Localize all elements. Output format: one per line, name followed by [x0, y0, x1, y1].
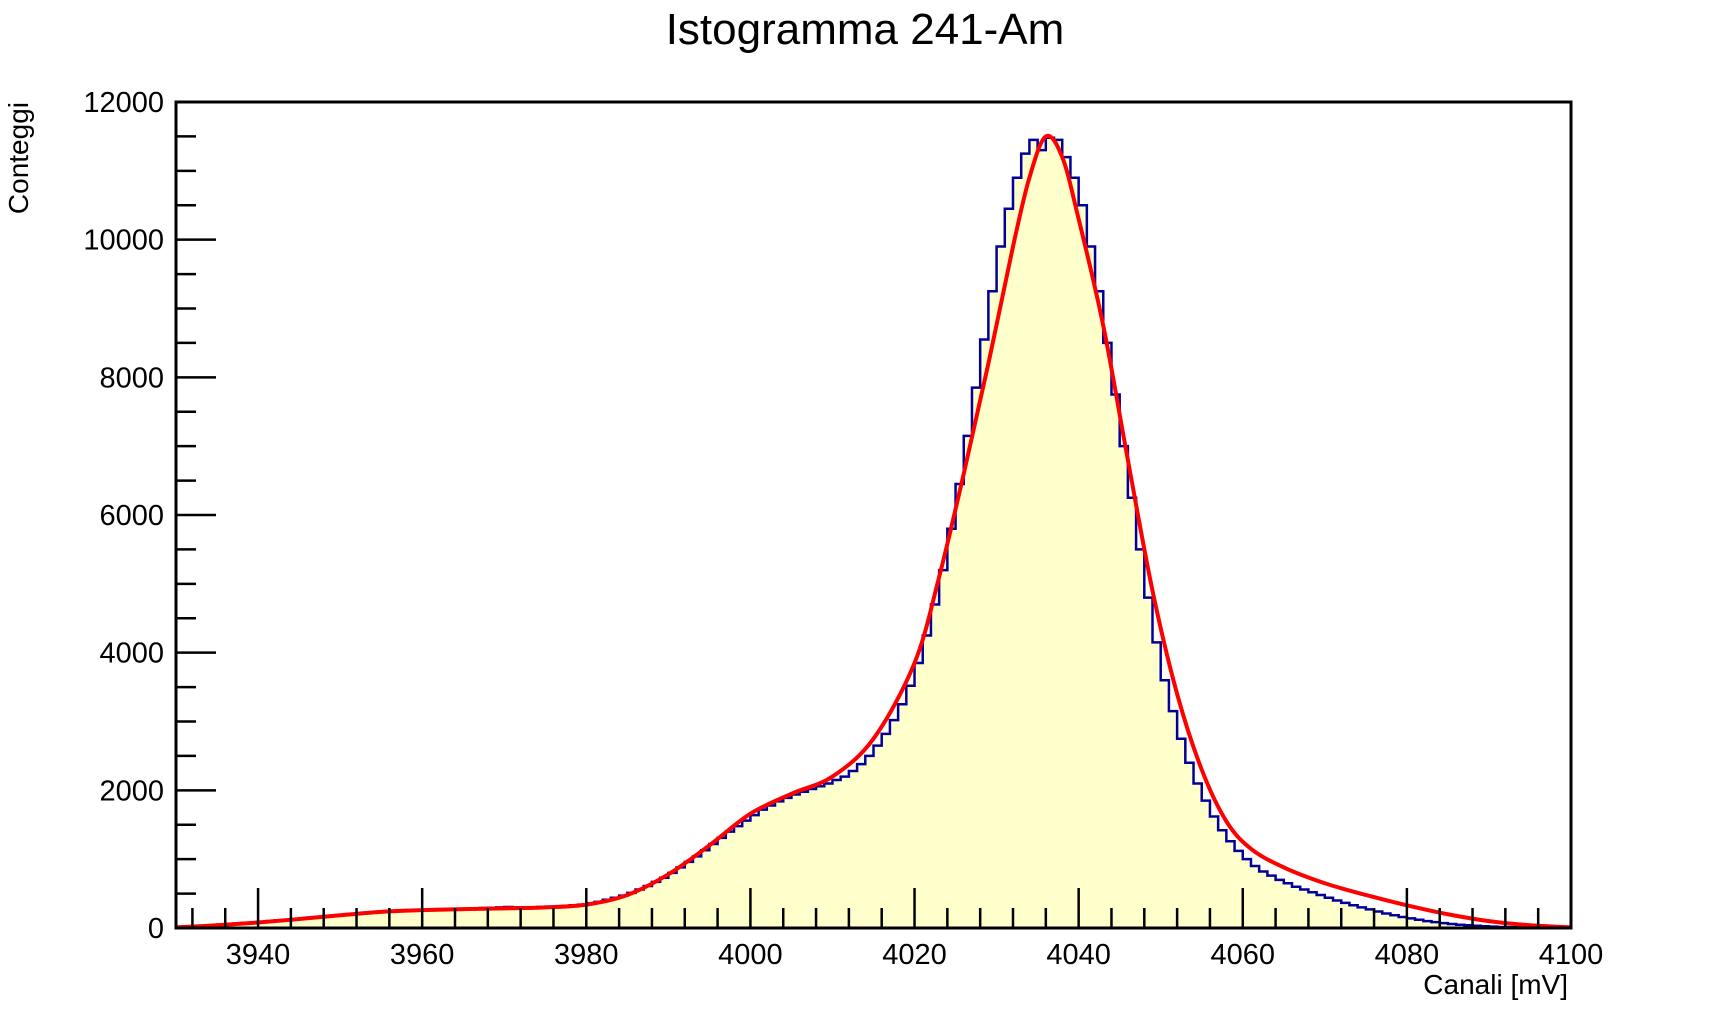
y-tick-label: 4000: [99, 638, 164, 670]
y-tick-label: 8000: [99, 362, 164, 394]
x-axis-ticks: 3940 3960 3980 4000 4020 4040 4060 4080 4100: [191, 888, 1604, 971]
chart-title: Istogramma 241-Am: [666, 5, 1065, 54]
y-tick-label: 0: [148, 913, 164, 945]
y-axis-ticks: 0 2000 4000 6000 8000 10000 12000: [83, 87, 216, 945]
x-tick-label: 3940: [226, 939, 291, 971]
x-tick-label: 4000: [718, 939, 783, 971]
fit-curve: [175, 133, 1572, 930]
x-tick-label: 3980: [554, 939, 619, 971]
x-tick-label: 3960: [390, 939, 455, 971]
y-tick-label: 12000: [83, 87, 164, 119]
x-tick-label: 4100: [1539, 939, 1604, 971]
y-axis-label: Conteggi: [3, 102, 34, 214]
histogram-fill: [176, 137, 1571, 928]
x-tick-label: 4060: [1211, 939, 1276, 971]
y-tick-label: 2000: [99, 775, 164, 807]
y-tick-label: 10000: [83, 225, 164, 257]
y-tick-label: 6000: [99, 500, 164, 532]
x-tick-label: 4040: [1046, 939, 1111, 971]
x-tick-label: 4080: [1375, 939, 1440, 971]
x-tick-label: 4020: [882, 939, 947, 971]
x-axis-label: Canali [mV]: [1423, 969, 1568, 1000]
plot-content: [174, 133, 1573, 930]
